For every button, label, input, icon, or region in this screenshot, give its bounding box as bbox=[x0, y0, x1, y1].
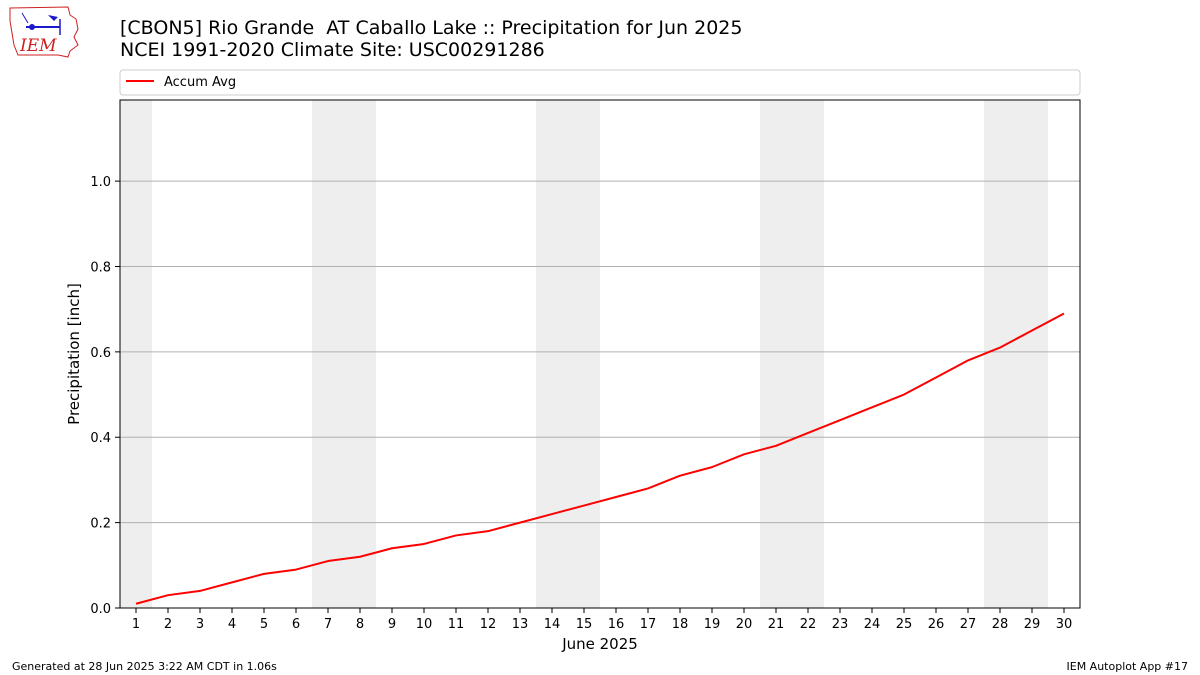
y-axis-ticks: 0.0 0.2 0.4 0.6 0.8 1.0 bbox=[90, 175, 120, 617]
data-point bbox=[295, 569, 297, 571]
y-tick-label: 0.0 bbox=[90, 602, 111, 617]
x-tick-label: 29 bbox=[1024, 617, 1041, 632]
x-tick-label: 18 bbox=[672, 617, 689, 632]
chart-subtitle: NCEI 1991-2020 Climate Site: USC00291286 bbox=[120, 39, 545, 61]
series-layer bbox=[135, 312, 1065, 605]
plot-frame bbox=[119, 99, 1081, 609]
x-tick-label: 13 bbox=[512, 617, 529, 632]
data-point bbox=[263, 573, 265, 575]
x-tick-label: 2 bbox=[164, 617, 172, 632]
legend-box bbox=[119, 69, 1081, 96]
data-point bbox=[807, 432, 809, 434]
x-tick-label: 23 bbox=[832, 617, 849, 632]
y-tick-label: 1.0 bbox=[90, 175, 111, 190]
data-point bbox=[743, 453, 745, 455]
x-axis-label: June 2025 bbox=[561, 635, 638, 653]
data-point bbox=[231, 581, 233, 583]
data-point bbox=[199, 590, 201, 592]
data-point bbox=[967, 359, 969, 361]
x-tick-label: 27 bbox=[960, 617, 977, 632]
weekend-band bbox=[984, 100, 1048, 608]
data-point bbox=[775, 445, 777, 447]
y-grid bbox=[120, 180, 1080, 609]
chart-title: [CBON5] Rio Grande AT Caballo Lake :: Pr… bbox=[120, 17, 743, 39]
x-tick-label: 16 bbox=[608, 617, 625, 632]
y-tick-label: 0.6 bbox=[90, 346, 111, 361]
data-point bbox=[1031, 330, 1033, 332]
x-tick-label: 11 bbox=[448, 617, 465, 632]
data-point bbox=[487, 530, 489, 532]
data-point bbox=[583, 505, 585, 507]
data-point bbox=[839, 419, 841, 421]
data-point bbox=[391, 547, 393, 549]
data-point bbox=[615, 496, 617, 498]
x-tick-label: 14 bbox=[544, 617, 561, 632]
x-tick-label: 1 bbox=[132, 617, 140, 632]
data-point bbox=[135, 603, 137, 605]
x-tick-label: 19 bbox=[704, 617, 721, 632]
y-tick-label: 0.2 bbox=[90, 517, 111, 532]
data-point bbox=[935, 376, 937, 378]
data-point bbox=[999, 347, 1001, 349]
data-point bbox=[551, 513, 553, 515]
x-tick-label: 26 bbox=[928, 617, 945, 632]
x-tick-label: 21 bbox=[768, 617, 785, 632]
footer-generated: Generated at 28 Jun 2025 3:22 AM CDT in … bbox=[12, 660, 277, 673]
x-tick-label: 12 bbox=[480, 617, 497, 632]
data-point bbox=[647, 487, 649, 489]
weekend-band bbox=[760, 100, 824, 608]
iem-logo: IEM bbox=[9, 6, 79, 58]
data-point bbox=[455, 534, 457, 536]
data-point bbox=[359, 556, 361, 558]
x-tick-label: 15 bbox=[576, 617, 593, 632]
y-tick-label: 0.8 bbox=[90, 260, 111, 275]
data-point bbox=[679, 475, 681, 477]
x-tick-label: 22 bbox=[800, 617, 817, 632]
x-tick-label: 10 bbox=[416, 617, 433, 632]
x-tick-label: 7 bbox=[324, 617, 332, 632]
data-point bbox=[519, 522, 521, 524]
x-tick-label: 24 bbox=[864, 617, 881, 632]
x-tick-label: 30 bbox=[1056, 617, 1073, 632]
x-axis-ticks: 1 2 3 4 5 6 7 8 9 10 11 12 13 14 15 16 17 18 19 20 21 22 23 24 2… bbox=[132, 608, 1072, 632]
legend-label: Accum Avg bbox=[164, 75, 236, 90]
x-tick-label: 17 bbox=[640, 617, 657, 632]
weekend-band bbox=[312, 100, 376, 608]
y-tick-label: 0.4 bbox=[90, 431, 111, 446]
x-tick-label: 4 bbox=[228, 617, 236, 632]
data-point bbox=[327, 560, 329, 562]
legend: Accum Avg bbox=[119, 69, 1081, 96]
x-tick-label: 9 bbox=[388, 617, 396, 632]
x-tick-label: 5 bbox=[260, 617, 268, 632]
footer-app: IEM Autoplot App #17 bbox=[1066, 660, 1189, 673]
series-line-accum-avg bbox=[135, 312, 1065, 605]
x-tick-label: 3 bbox=[196, 617, 204, 632]
data-point bbox=[423, 543, 425, 545]
weekend-band bbox=[120, 100, 152, 608]
x-tick-label: 8 bbox=[356, 617, 364, 632]
data-point bbox=[167, 594, 169, 596]
x-tick-label: 6 bbox=[292, 617, 300, 632]
x-tick-label: 20 bbox=[736, 617, 753, 632]
weekend-band bbox=[536, 100, 600, 608]
data-point bbox=[903, 394, 905, 396]
x-tick-label: 25 bbox=[896, 617, 913, 632]
y-axis-label: Precipitation [inch] bbox=[65, 283, 83, 425]
x-tick-label: 28 bbox=[992, 617, 1009, 632]
logo-text: IEM bbox=[19, 36, 57, 56]
weekend-bands bbox=[120, 100, 1048, 608]
data-point bbox=[711, 466, 713, 468]
data-point bbox=[871, 406, 873, 408]
data-point bbox=[1063, 312, 1065, 314]
